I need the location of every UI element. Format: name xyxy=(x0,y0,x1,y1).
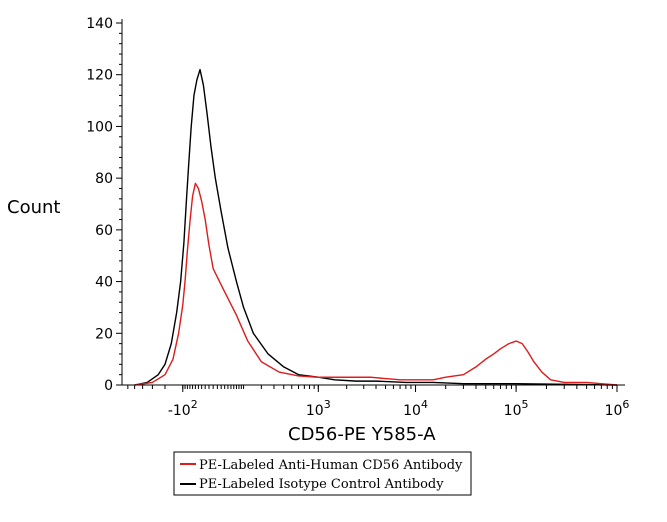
y-axis-label: Count xyxy=(7,197,60,218)
series-line-cd56 xyxy=(134,182,618,386)
legend-label-cd56: PE-Labeled Anti-Human CD56 Antibody xyxy=(199,458,463,473)
x-tick-label: 106 xyxy=(605,398,630,419)
y-tick-label: 0 xyxy=(104,378,113,394)
plot-area xyxy=(134,68,618,386)
legend-label-isotype: PE-Labeled Isotype Control Antibody xyxy=(199,477,444,492)
y-tick-label: 100 xyxy=(86,119,113,135)
x-tick-label: 105 xyxy=(504,398,529,419)
series-line-isotype xyxy=(134,68,618,386)
y-tick-label: 80 xyxy=(95,171,113,187)
legend: PE-Labeled Anti-Human CD56 Antibody PE-L… xyxy=(173,451,472,496)
legend-box xyxy=(173,451,472,496)
x-tick-label: 104 xyxy=(403,398,428,419)
y-tick-label: 40 xyxy=(95,275,113,291)
y-tick-label: 60 xyxy=(95,223,113,239)
x-axis: -102 103 104 105 106 xyxy=(122,384,630,419)
x-tick-label: 103 xyxy=(306,398,331,419)
y-tick-label: 140 xyxy=(86,16,113,32)
y-axis: 0 20 40 60 80 100 120 140 xyxy=(86,16,123,394)
x-axis-label: CD56-PE Y585-A xyxy=(288,424,436,445)
y-tick-label: 20 xyxy=(95,326,113,342)
y-tick-label: 120 xyxy=(86,68,113,84)
x-tick-label: -102 xyxy=(168,398,198,419)
